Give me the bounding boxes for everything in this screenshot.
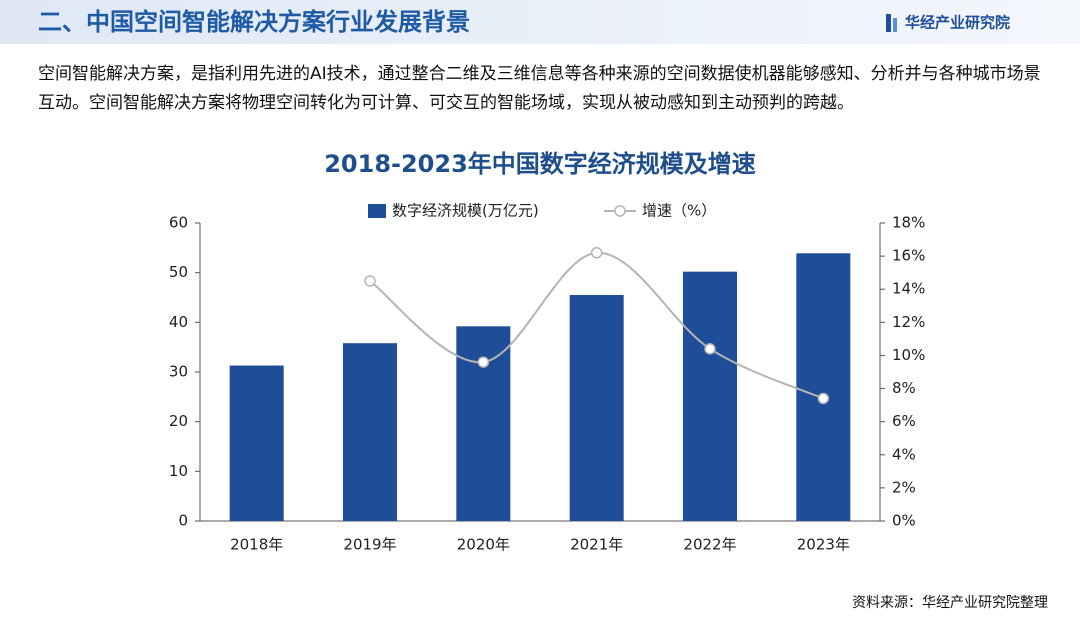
line-point	[590, 247, 603, 259]
y2-tick-label: 8%	[892, 379, 916, 397]
legend-label: 数字经济规模(万亿元)	[392, 202, 539, 220]
bar	[343, 343, 397, 521]
line-point	[364, 275, 376, 287]
y2-tick-label: 10%	[892, 346, 925, 364]
x-tick-label: 2019年	[343, 536, 396, 554]
bar	[456, 326, 511, 521]
y-tick-label: 50	[169, 263, 188, 281]
y2-tick-label: 0%	[892, 512, 916, 530]
x-tick-label: 2022年	[683, 536, 736, 554]
bar	[569, 295, 624, 521]
y-tick-label: 20	[169, 412, 188, 430]
y-tick-label: 0	[178, 512, 188, 530]
y-tick-label: 60	[169, 214, 188, 232]
source: 资料来源：华经产业研究院整理	[852, 595, 1048, 611]
bar	[229, 365, 284, 521]
x-tick-label: 2023年	[797, 536, 850, 554]
y2-tick-label: 2%	[892, 478, 916, 496]
logo-icon	[893, 18, 897, 32]
x-tick-label: 2021年	[570, 536, 623, 554]
x-tick-label: 2020年	[457, 536, 510, 554]
y-tick-label: 10	[169, 462, 188, 480]
bar	[796, 253, 851, 521]
y2-tick-label: 6%	[892, 412, 916, 430]
header-band	[0, 0, 1080, 44]
y2-tick-label: 14%	[892, 280, 925, 298]
y-tick-label: 40	[169, 313, 188, 331]
legend-label: 增速（%）	[642, 202, 716, 220]
y2-tick-label: 16%	[892, 247, 925, 265]
x-tick-label: 2018年	[230, 536, 283, 554]
y2-tick-label: 18%	[892, 214, 925, 232]
y2-tick-label: 4%	[892, 445, 916, 463]
y2-tick-label: 12%	[892, 313, 925, 331]
logo-icon	[886, 14, 891, 32]
legend-swatch	[614, 205, 626, 217]
logo-text: 华经产业研究院	[905, 14, 1010, 32]
bar	[683, 271, 737, 521]
line-point	[477, 356, 490, 368]
header-title: 二、中国空间智能解决方案行业发展背景	[38, 8, 470, 36]
paragraph: 空间智能解决方案，是指利用先进的AI技术，通过整合二维及三维信息等各种来源的空间…	[38, 64, 1041, 113]
legend-swatch	[368, 204, 386, 218]
line-point	[704, 343, 716, 355]
y-tick-label: 30	[169, 363, 188, 381]
line-point	[817, 392, 830, 405]
chart-title: 2018-2023年中国数字经济规模及增速	[324, 150, 756, 178]
